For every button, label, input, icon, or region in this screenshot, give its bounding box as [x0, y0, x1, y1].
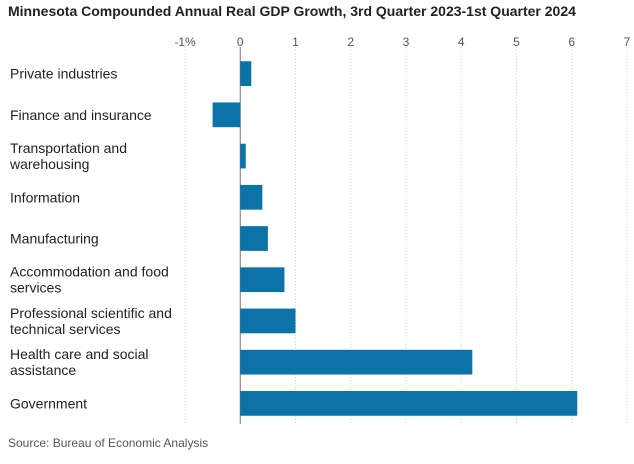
category-label-line: Government	[10, 395, 87, 411]
category-label: Government	[10, 395, 87, 411]
x-tick-label: 3	[403, 35, 410, 49]
category-label: Information	[10, 189, 80, 205]
category-label: Transportation and warehousing	[9, 140, 127, 172]
category-label: Manufacturing	[10, 231, 99, 247]
x-axis-tick-labels: -1% 0 1 2 3 4 5 6 7	[174, 35, 630, 49]
category-label-line: Accommodation and food	[10, 264, 169, 280]
category-label-line: technical services	[10, 321, 121, 337]
x-tick-label: -1%	[174, 35, 196, 49]
category-label-line: Transportation and	[10, 140, 127, 156]
x-tick-label: 0	[237, 35, 244, 49]
category-label-line: assistance	[10, 362, 76, 378]
x-tick-label: 7	[624, 35, 631, 49]
category-label-line: Professional scientific and	[10, 305, 172, 321]
category-label-line: Manufacturing	[10, 231, 99, 247]
category-label-line: Finance and insurance	[10, 107, 152, 123]
bar	[240, 184, 263, 210]
bar-chart: -1% 0 1 2 3 4 5 6 7 Private industries Finance an…	[9, 35, 631, 424]
bar	[240, 349, 473, 375]
bar	[240, 308, 296, 334]
x-tick-label: 1	[292, 35, 299, 49]
category-label-line: warehousing	[9, 156, 89, 172]
bar	[240, 61, 252, 86]
x-tick-label: 4	[458, 35, 465, 49]
category-label: Professional scientific and technical ser…	[10, 305, 172, 337]
category-label-line: Health care and social	[10, 346, 149, 362]
bar	[240, 391, 578, 416]
bar	[240, 143, 246, 169]
category-label-line: services	[10, 280, 61, 296]
category-label-line: Private industries	[10, 66, 117, 82]
category-label: Health care and social assistance	[10, 346, 149, 378]
bar	[212, 102, 241, 128]
bar	[240, 226, 268, 251]
x-tick-label: 6	[568, 35, 575, 49]
source-note: Source: Bureau of Economic Analysis	[8, 436, 209, 450]
category-label-line: Information	[10, 189, 80, 205]
x-tick-label: 2	[347, 35, 354, 49]
category-label: Private industries	[10, 66, 117, 82]
category-labels: Private industries Finance and insurance T…	[9, 66, 172, 412]
chart-title: Minnesota Compounded Annual Real GDP Gro…	[8, 3, 576, 19]
bar	[240, 267, 285, 293]
x-tick-label: 5	[513, 35, 520, 49]
category-label: Accommodation and food services	[10, 264, 169, 296]
category-label: Finance and insurance	[10, 107, 152, 123]
bars	[212, 61, 578, 416]
